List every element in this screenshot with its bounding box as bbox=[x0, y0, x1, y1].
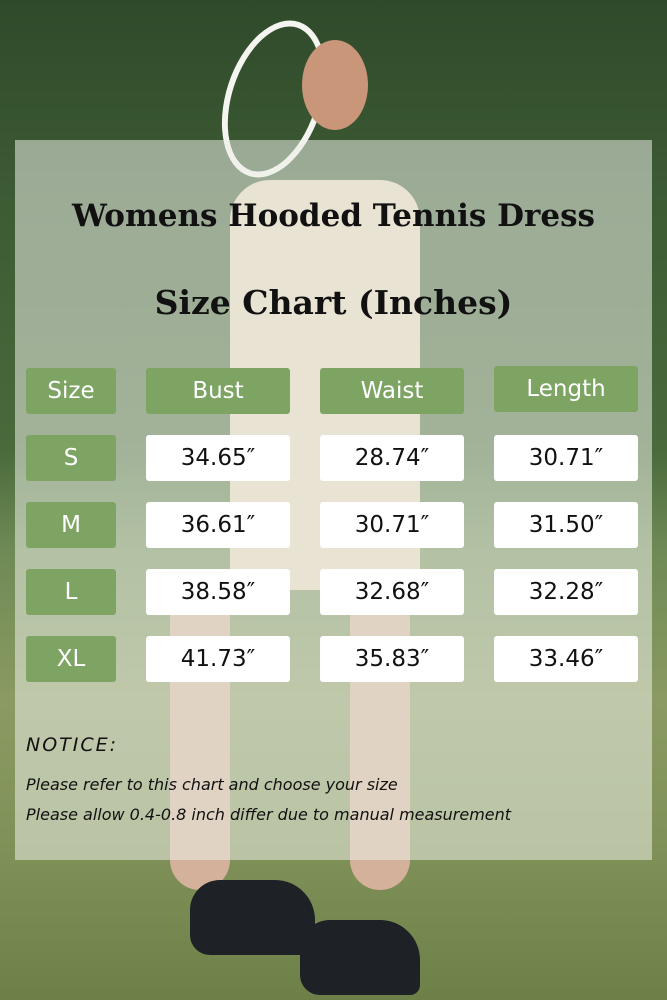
notice-heading: NOTICE: bbox=[26, 734, 119, 756]
chart-subtitle: Size Chart (Inches) bbox=[154, 283, 513, 322]
size-label: M bbox=[26, 502, 116, 548]
bust-value: 38.58″ bbox=[146, 569, 290, 615]
size-label: S bbox=[26, 435, 116, 481]
length-value: 33.46″ bbox=[494, 636, 638, 682]
waist-value: 30.71″ bbox=[320, 502, 464, 548]
header-length: Length bbox=[494, 366, 638, 412]
length-value: 32.28″ bbox=[494, 569, 638, 615]
notice-line: Please refer to this chart and choose yo… bbox=[26, 775, 398, 794]
size-label: XL bbox=[26, 636, 116, 682]
header-bust: Bust bbox=[146, 368, 290, 414]
length-value: 30.71″ bbox=[494, 435, 638, 481]
shoe-left bbox=[190, 880, 315, 955]
waist-value: 32.68″ bbox=[320, 569, 464, 615]
waist-value: 28.74″ bbox=[320, 435, 464, 481]
length-value: 31.50″ bbox=[494, 502, 638, 548]
size-chart-panel bbox=[15, 140, 652, 860]
bust-value: 41.73″ bbox=[146, 636, 290, 682]
size-label: L bbox=[26, 569, 116, 615]
shoe-right bbox=[300, 920, 420, 995]
header-size: Size bbox=[26, 368, 116, 414]
head bbox=[302, 40, 368, 130]
header-waist: Waist bbox=[320, 368, 464, 414]
notice-line: Please allow 0.4-0.8 inch differ due to … bbox=[26, 805, 512, 824]
waist-value: 35.83″ bbox=[320, 636, 464, 682]
bust-value: 36.61″ bbox=[146, 502, 290, 548]
product-title: Womens Hooded Tennis Dress bbox=[72, 198, 595, 234]
bust-value: 34.65″ bbox=[146, 435, 290, 481]
